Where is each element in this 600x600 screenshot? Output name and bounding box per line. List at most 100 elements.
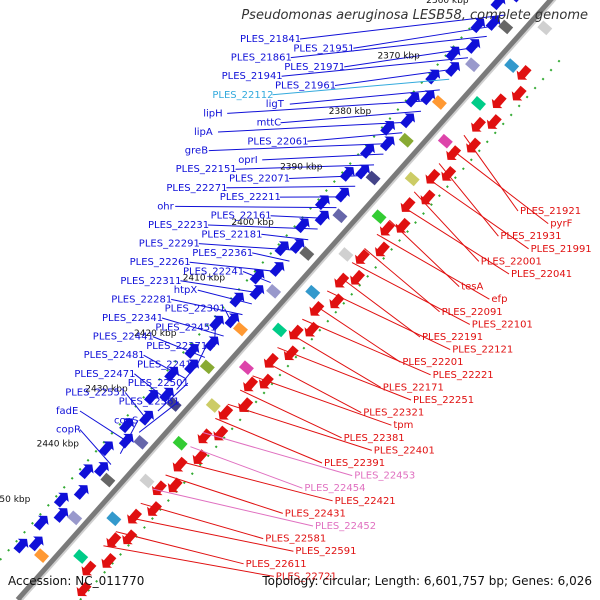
- forward-gene-arrow: [380, 121, 396, 136]
- reverse-gene-arrow: [466, 137, 482, 153]
- gene-label-left: PLES_22441: [93, 332, 154, 343]
- gene-label-left: greB: [185, 146, 208, 157]
- forward-gene-arrow: [159, 387, 175, 403]
- forward-gene-arrow: [224, 313, 240, 329]
- left-connector: [280, 110, 422, 124]
- left-connector: [213, 327, 216, 347]
- gene-label-left: mttC: [257, 118, 282, 129]
- forward-gene-arrow: [339, 167, 355, 182]
- genome-backbone: [15, 0, 556, 600]
- reverse-gene-arrow: [197, 428, 213, 444]
- feature-box: [471, 96, 486, 111]
- forward-gene-arrow: [184, 344, 200, 359]
- gene-label-left: PLES_22301: [165, 304, 226, 315]
- gene-label-right: PLES_22391: [324, 458, 385, 469]
- forward-gene-arrow: [119, 418, 134, 434]
- right-connector: [153, 488, 314, 527]
- feature-box: [404, 171, 420, 187]
- forward-gene-arrow: [465, 39, 481, 54]
- right-gene-labels: PLES_21921pyrFPLES_21931PLES_21991PLES_2…: [246, 206, 592, 582]
- gene-label-left: PLES_22411: [137, 360, 198, 371]
- gene-label-right: PLES_22591: [295, 546, 356, 557]
- forward-gene-arrow: [94, 462, 109, 477]
- left-connector: [227, 100, 431, 114]
- forward-gene-arrow: [274, 241, 290, 257]
- gene-label-left: PLES_22112: [212, 90, 273, 101]
- right-connector: [177, 460, 333, 502]
- gene-label-left: PLES_22471: [74, 369, 135, 380]
- reverse-gene-arrow: [218, 404, 234, 420]
- feature-box: [67, 510, 83, 526]
- feature-box: [272, 322, 288, 338]
- forward-gene-arrow: [425, 69, 441, 85]
- feature-box: [205, 398, 221, 413]
- reverse-gene-arrow: [425, 168, 441, 184]
- gene-label-left: PLES_22371: [146, 341, 207, 352]
- reverse-gene-arrow: [172, 456, 188, 472]
- right-connector: [413, 191, 480, 262]
- reverse-gene-arrow: [263, 352, 279, 368]
- right-connector: [351, 262, 471, 325]
- right-connector: [215, 417, 323, 464]
- reverse-gene-arrow: [395, 217, 411, 233]
- feature-box: [431, 95, 447, 110]
- gene-label-left: PLES_21971: [284, 62, 345, 73]
- gene-label-left: PLES_22291: [139, 239, 200, 250]
- feature-box: [299, 246, 315, 261]
- gene-label-right: PLES_21991: [531, 244, 592, 255]
- reverse-gene-arrow: [309, 300, 325, 316]
- gene-label-left: PLES_22271: [166, 183, 227, 194]
- gene-label-left: PLES_22361: [192, 248, 253, 259]
- right-connector: [165, 474, 283, 514]
- gene-label-right: efp: [491, 294, 507, 305]
- gene-label-left: lipA: [194, 127, 213, 138]
- right-connector: [314, 304, 401, 363]
- gene-label-left: lipH: [203, 108, 222, 119]
- left-connector: [161, 317, 224, 337]
- gene-label-right: PLES_22321: [363, 408, 424, 419]
- feature-box: [266, 283, 282, 299]
- forward-gene-arrow: [33, 515, 49, 531]
- gene-label-left: PLES_22281: [111, 294, 172, 305]
- forward-gene-arrow: [209, 315, 225, 331]
- reverse-gene-arrow: [127, 508, 143, 524]
- forward-gene-arrow: [164, 367, 180, 382]
- left-connector: [270, 215, 328, 219]
- gene-label-left: PLES_22261: [130, 257, 191, 268]
- gene-label-left: PLES_22561: [119, 397, 180, 408]
- feature-box: [398, 132, 414, 148]
- forward-gene-arrow: [28, 536, 44, 552]
- left-connector: [207, 224, 318, 230]
- forward-gene-arrow: [314, 195, 330, 211]
- left-connector: [261, 233, 309, 241]
- gene-label-right: PLES_22431: [285, 508, 346, 519]
- gene-label-right: PLES_22171: [383, 382, 444, 393]
- right-connector: [264, 361, 362, 414]
- feature-box: [172, 435, 188, 451]
- left-connector: [226, 185, 356, 189]
- left-connector: [134, 373, 168, 401]
- right-connector: [252, 375, 392, 426]
- right-connector: [401, 205, 510, 275]
- left-connector: [79, 429, 112, 465]
- reverse-gene-arrow: [441, 165, 457, 181]
- gene-label-left: PLES_21841: [240, 34, 301, 45]
- gene-label-left: PLES_22501: [128, 378, 189, 389]
- gene-label-right: PLES_22191: [422, 332, 483, 343]
- forward-gene-arrow: [400, 113, 416, 129]
- right-connector: [376, 233, 490, 300]
- tick-label: 2420 kbp: [134, 329, 177, 339]
- reverse-gene-arrow: [101, 553, 117, 568]
- left-connector: [208, 142, 393, 152]
- feature-box: [238, 360, 254, 376]
- gene-label-left: PLES_22181: [201, 229, 262, 240]
- reverse-gene-arrow: [400, 197, 416, 212]
- gene-label-right: PLES_22041: [511, 269, 572, 280]
- right-connector: [302, 318, 431, 376]
- reverse-gene-arrow: [122, 529, 138, 545]
- tick-label: 2430 kbp: [85, 384, 128, 394]
- left-connector: [217, 121, 412, 133]
- forward-gene-arrow: [510, 0, 526, 3]
- gene-label-left: copS: [114, 415, 138, 426]
